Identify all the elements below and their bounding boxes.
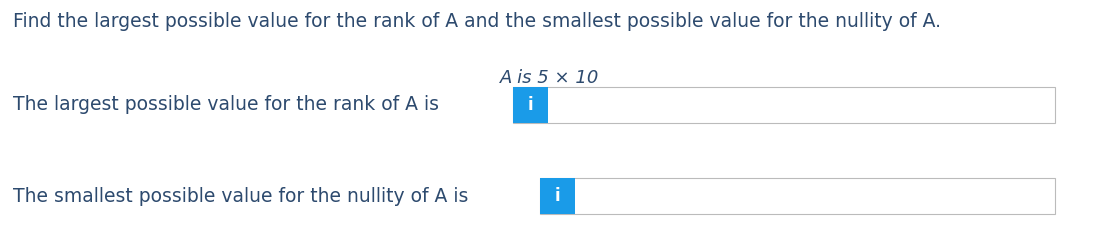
Text: A is 5 × 10: A is 5 × 10 (500, 69, 599, 87)
FancyBboxPatch shape (540, 178, 1055, 214)
Text: i: i (554, 187, 560, 205)
FancyBboxPatch shape (540, 178, 575, 214)
FancyBboxPatch shape (513, 87, 1055, 123)
Text: The largest possible value for the rank of A is: The largest possible value for the rank … (13, 96, 440, 114)
Text: The smallest possible value for the nullity of A is: The smallest possible value for the null… (13, 187, 468, 206)
Text: i: i (528, 96, 534, 114)
Text: Find the largest possible value for the rank of A and the smallest possible valu: Find the largest possible value for the … (13, 12, 941, 31)
FancyBboxPatch shape (513, 87, 548, 123)
